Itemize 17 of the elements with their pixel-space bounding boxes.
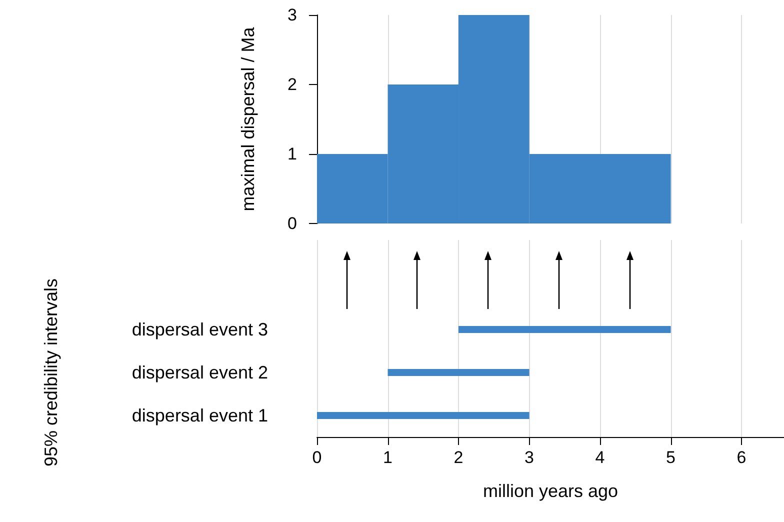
y-tick-label: 1	[288, 144, 297, 164]
y-axis-title: maximal dispersal / Ma	[238, 26, 258, 212]
category-label: dispersal event 3	[132, 320, 268, 340]
x-tick-label: 2	[454, 448, 464, 467]
x-tick-label: 5	[666, 448, 676, 467]
x-tick-label: 0	[312, 448, 322, 467]
y-tick-label: 0	[288, 214, 297, 233]
category-label: dispersal event 1	[132, 406, 268, 426]
y-tick-label: 3	[288, 6, 297, 24]
x-tick-label: 1	[383, 448, 392, 467]
x-axis-title: million years ago	[482, 481, 618, 501]
x-tick-label: 3	[524, 448, 534, 467]
category-label: dispersal event 2	[132, 362, 268, 382]
y-tick-label: 2	[288, 75, 297, 94]
y-axis-title: 95% credibility intervals	[41, 278, 61, 467]
x-tick-label: 6	[736, 448, 746, 467]
x-tick-label: 4	[595, 448, 605, 467]
